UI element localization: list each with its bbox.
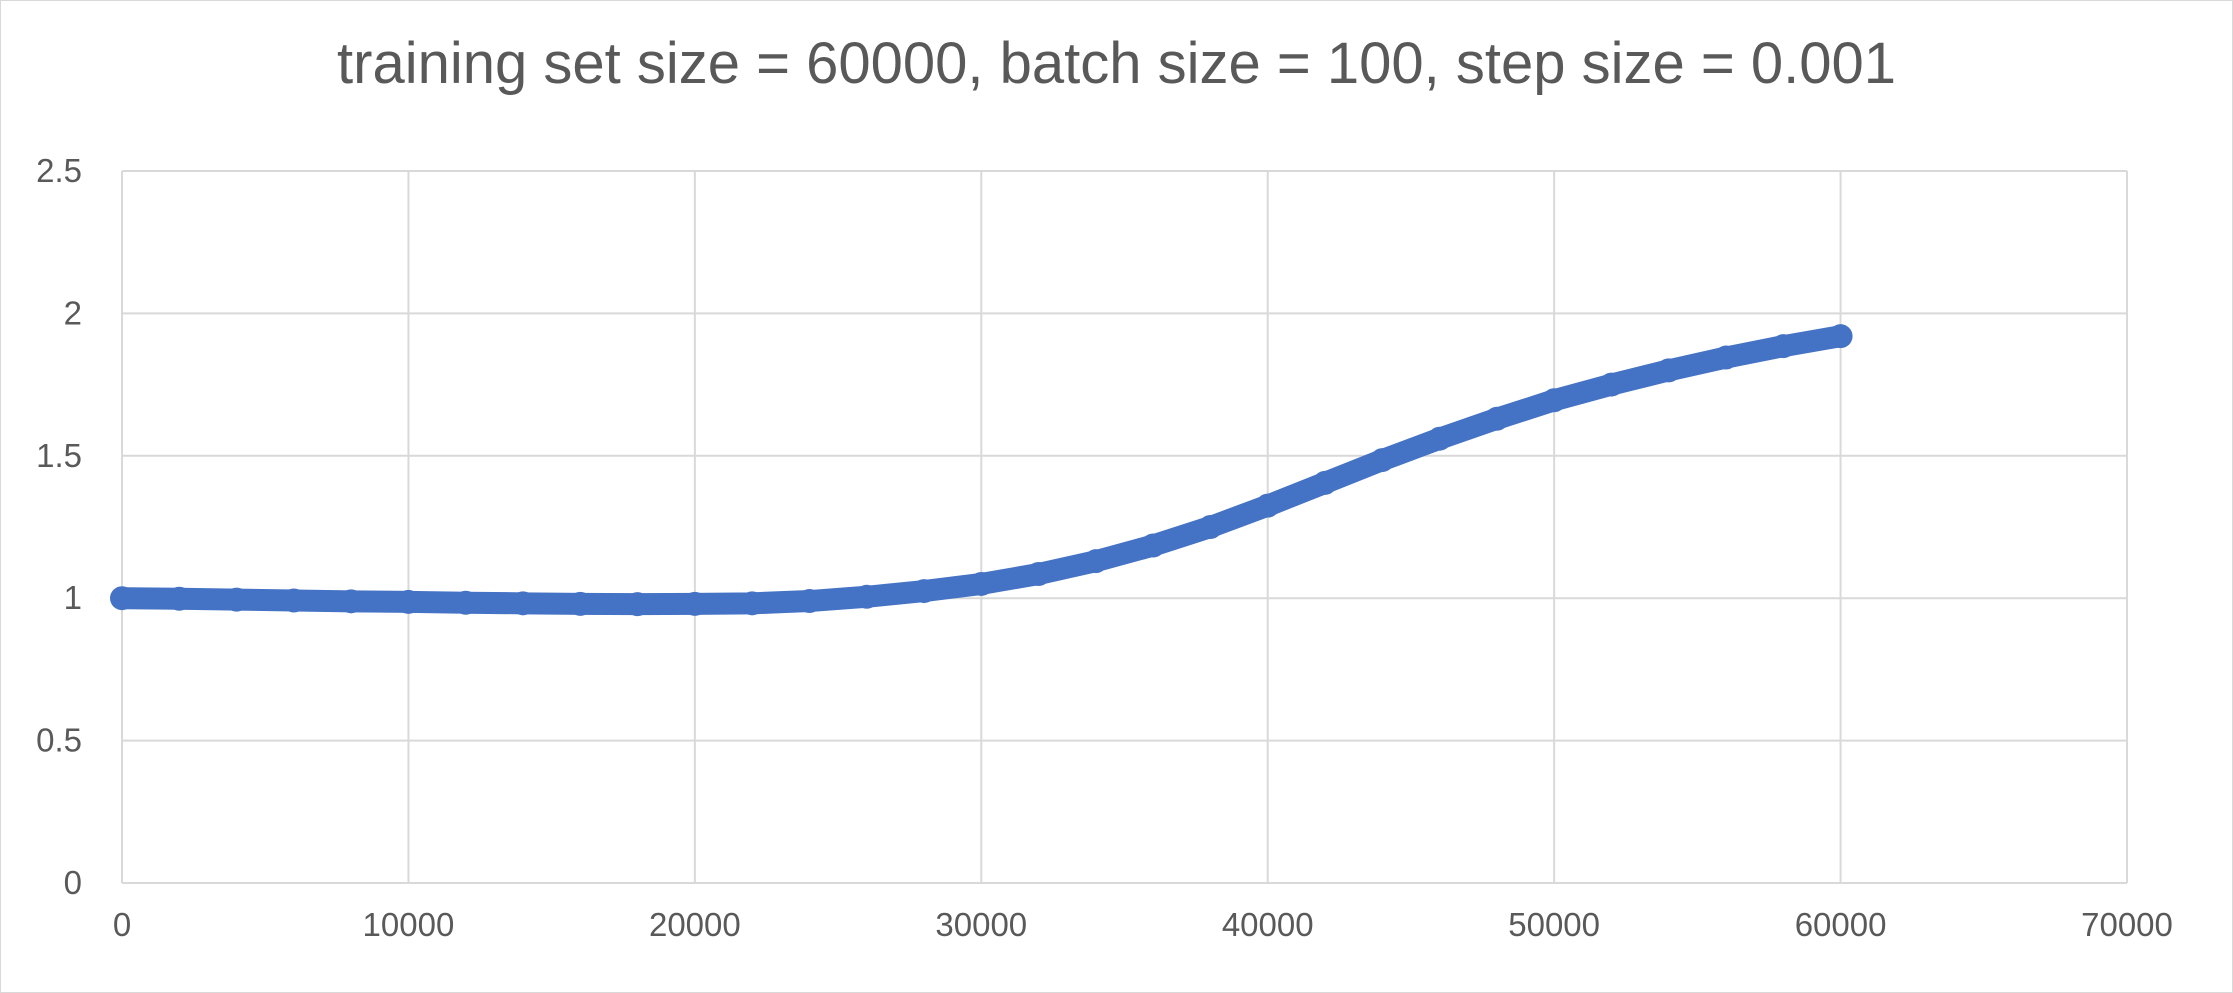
data-point — [453, 590, 478, 615]
x-tick-label: 30000 — [935, 906, 1027, 943]
data-point — [1026, 561, 1051, 586]
data-point — [224, 587, 249, 612]
data-point — [511, 591, 535, 616]
y-tick-label: 2.5 — [36, 152, 82, 189]
x-tick-label: 40000 — [1222, 906, 1314, 943]
x-tick-label: 70000 — [2081, 906, 2173, 943]
data-point — [625, 592, 650, 617]
data-point — [1484, 406, 1509, 431]
data-point — [1828, 324, 1853, 349]
x-tick-label: 20000 — [649, 906, 741, 943]
data-point — [1255, 493, 1280, 518]
gridlines — [121, 170, 2128, 883]
data-point — [1771, 334, 1796, 359]
x-tick-label: 50000 — [1508, 906, 1600, 943]
data-point — [110, 586, 134, 611]
data-series — [110, 324, 1853, 617]
chart-title: training set size = 60000, batch size = … — [337, 31, 1896, 96]
data-point — [969, 571, 994, 596]
data-point — [1599, 372, 1624, 397]
data-point — [797, 589, 822, 614]
y-tick-label: 0 — [64, 864, 82, 901]
data-point — [682, 591, 707, 616]
data-point — [1141, 533, 1166, 558]
data-point — [281, 588, 306, 613]
data-point — [339, 589, 364, 614]
data-point — [912, 579, 936, 604]
y-tick-label: 2 — [64, 294, 82, 331]
data-point — [1714, 345, 1738, 370]
data-point — [1427, 426, 1452, 451]
data-point — [1083, 549, 1108, 574]
data-point — [854, 584, 879, 609]
x-tick-label: 60000 — [1795, 906, 1887, 943]
data-point — [1370, 448, 1395, 473]
tick-labels: 0 10000 20000 30000 40000 50000 60000 70000 0 0.5… — [36, 152, 2173, 943]
data-point — [568, 591, 593, 616]
data-point — [740, 591, 765, 616]
y-tick-label: 1.5 — [36, 437, 82, 474]
x-tick-label: 10000 — [363, 906, 455, 943]
data-point — [396, 589, 421, 614]
data-point — [1542, 388, 1567, 413]
x-tick-label: 0 — [113, 906, 131, 943]
y-tick-label: 0.5 — [36, 722, 82, 759]
data-point — [1313, 470, 1337, 495]
data-point — [167, 586, 192, 611]
y-tick-label: 1 — [64, 579, 82, 616]
data-point — [1198, 515, 1223, 539]
data-point — [1656, 358, 1681, 383]
